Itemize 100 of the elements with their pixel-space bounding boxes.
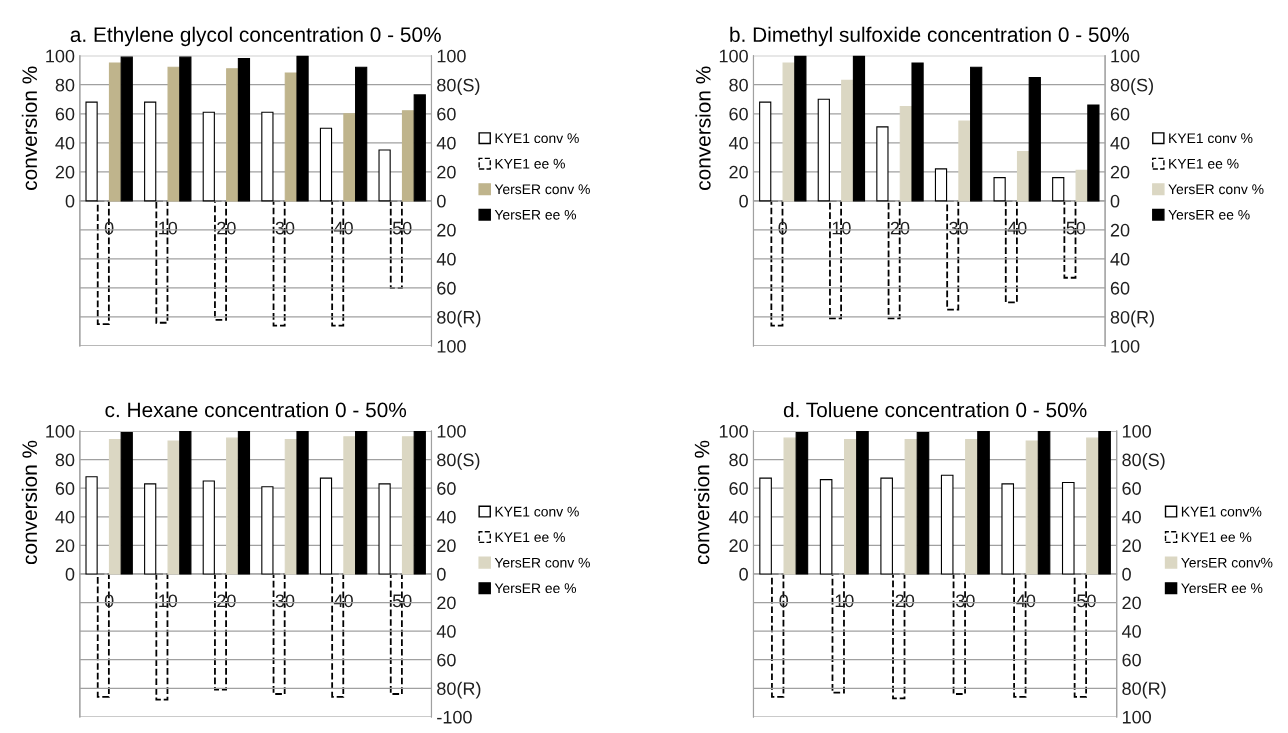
y2-tick-label: 100	[437, 339, 466, 353]
y2-tick-label: 40	[436, 252, 456, 266]
bar	[911, 62, 924, 202]
bar	[237, 58, 251, 202]
y2-tick-label: 80(S)	[1110, 78, 1153, 96]
x-tick-label: 50	[1066, 221, 1086, 235]
y-tick-label: 0	[65, 194, 75, 208]
x-tick-label: 50	[392, 221, 412, 235]
y2-tick-label: -100	[437, 710, 472, 724]
y2-tick-label: 80(R)	[1122, 681, 1166, 699]
y2-tick-label: 60	[1110, 107, 1130, 121]
bar	[401, 110, 415, 202]
y-tick-label: 0	[65, 567, 75, 581]
bar	[965, 439, 978, 575]
x-tick-label: 20	[890, 221, 910, 235]
y2-tick-label: 100	[1122, 710, 1151, 724]
y2-tick-label: 20	[1110, 165, 1130, 179]
bar	[413, 431, 426, 575]
y-tick-label: 100	[719, 49, 748, 63]
x-tick-label: 10	[832, 221, 851, 235]
bar	[355, 431, 368, 575]
x-tick-label: 30	[949, 221, 968, 235]
bar	[226, 68, 239, 202]
x-tick-label: 40	[1007, 221, 1027, 235]
legend-label: YersER ee %	[1181, 583, 1263, 594]
x-tick-label: 10	[159, 221, 178, 235]
bar	[1098, 431, 1111, 575]
legend-label: KYE1 ee %	[1181, 532, 1252, 543]
y-tick-label: 60	[55, 107, 75, 121]
x-tick-label: 40	[333, 221, 353, 235]
legend-label: YersER conv %	[494, 184, 590, 195]
bar	[343, 113, 356, 202]
bar	[237, 431, 251, 575]
y-tick-label: 80	[729, 78, 748, 92]
legend-label: KYE1 conv %	[495, 506, 579, 517]
bar	[1061, 481, 1075, 575]
y2-tick-label: 40	[1110, 252, 1130, 266]
x-tick-label: 0	[104, 221, 114, 235]
legend-label: KYE1 conv %	[495, 133, 579, 144]
bar	[782, 62, 795, 202]
bar	[413, 94, 426, 202]
y2-tick-label: 40	[1121, 510, 1141, 524]
y-tick-label: 100	[46, 424, 75, 438]
bar	[1086, 437, 1099, 575]
y2-tick-label: 80(R)	[437, 310, 481, 328]
bar	[179, 56, 192, 202]
y2-tick-label: 60	[437, 281, 456, 295]
y-tick-label: 80	[55, 78, 75, 92]
y2-tick-label: 80(R)	[1110, 310, 1154, 328]
bar	[904, 439, 918, 575]
y-tick-label: 60	[729, 107, 748, 121]
y-tick-label: 40	[728, 510, 748, 524]
bar	[759, 477, 772, 575]
bar	[108, 439, 122, 575]
chart-title: a. Ethylene glycol concentration 0 - 50%	[70, 26, 441, 47]
y-axis-title: conversion %	[21, 440, 38, 565]
chart-title: b. Dimethyl sulfoxide concentration 0 - 50%	[730, 26, 1129, 47]
y-tick-label: 20	[55, 165, 75, 179]
bar	[401, 436, 415, 575]
legend-label: YersER ee %	[494, 583, 577, 594]
bar	[296, 55, 309, 202]
y2-tick-label: 60	[437, 107, 456, 121]
y-tick-label: 20	[729, 539, 748, 553]
y2-tick-label: 60	[437, 482, 456, 495]
x-tick-label: 30	[275, 594, 295, 608]
bar	[284, 72, 297, 202]
y2-tick-label: 20	[437, 165, 456, 179]
y2-tick-label: 60	[1122, 482, 1141, 495]
y-tick-label: 80	[55, 453, 75, 467]
y2-tick-label: 60	[1110, 281, 1130, 295]
legend-label: YersER conv %	[494, 557, 590, 568]
bar	[916, 431, 930, 575]
legend-label: KYE1 ee %	[1169, 158, 1239, 169]
y-tick-label: 20	[55, 539, 75, 553]
y2-tick-label: 60	[1122, 653, 1141, 667]
bar	[1028, 76, 1041, 202]
y2-tick-label: 40	[1121, 625, 1141, 638]
bar	[852, 55, 866, 202]
chart-title: c. Hexane concentration 0 - 50%	[105, 402, 407, 418]
bar	[794, 55, 807, 202]
y-tick-label: 100	[46, 49, 75, 63]
y2-tick-label: 100	[437, 424, 466, 438]
bar	[179, 431, 192, 575]
bar	[1087, 104, 1100, 202]
bar	[343, 436, 356, 575]
y2-tick-label: 0	[437, 567, 446, 581]
bar	[958, 120, 971, 202]
y2-tick-label: 0	[1110, 194, 1120, 208]
bar	[167, 440, 180, 575]
y-tick-label: 20	[729, 165, 748, 179]
bar	[284, 439, 297, 575]
bar	[1025, 440, 1039, 575]
bar	[970, 66, 983, 202]
y2-tick-label: 40	[436, 510, 456, 524]
bar	[355, 66, 368, 202]
bar	[977, 431, 990, 575]
y2-tick-label: 100	[437, 49, 466, 63]
y-axis-title: conversion %	[694, 440, 710, 565]
y2-tick-label: 100	[1111, 339, 1140, 353]
y2-tick-label: 40	[1110, 136, 1130, 150]
